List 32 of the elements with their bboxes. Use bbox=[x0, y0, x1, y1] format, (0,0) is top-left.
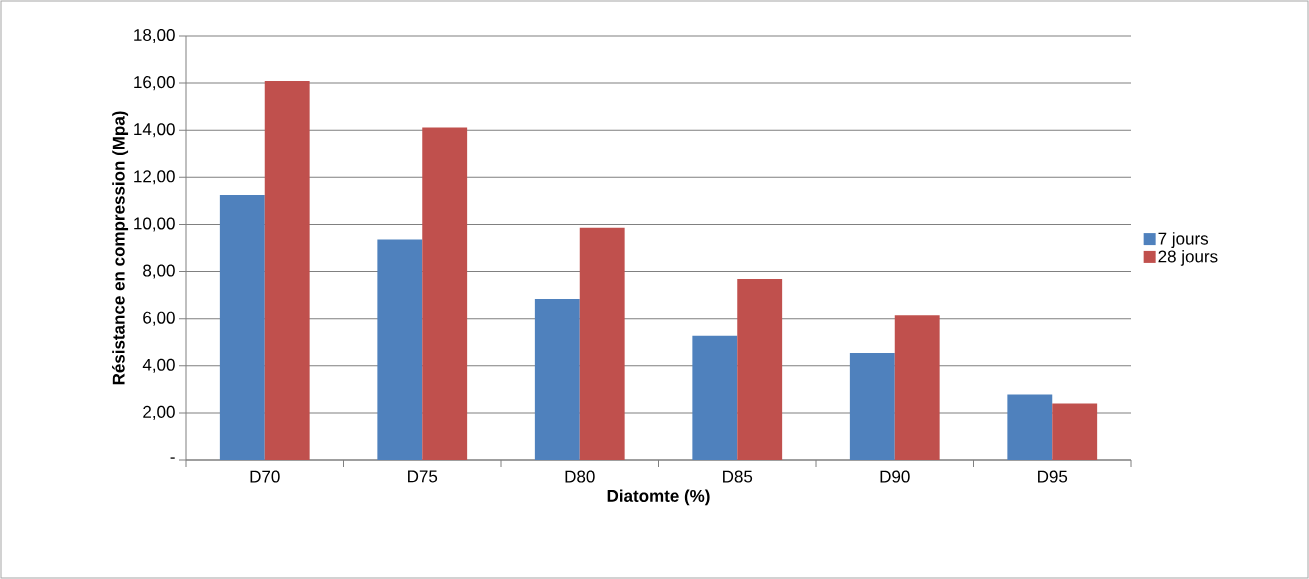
y-tick-label: 14,00 bbox=[134, 123, 175, 138]
legend-label: 28 jours bbox=[1158, 250, 1218, 266]
x-tick-label: D85 bbox=[723, 470, 753, 483]
bar bbox=[534, 298, 580, 460]
bar bbox=[1052, 403, 1098, 460]
bar bbox=[692, 335, 738, 460]
bar bbox=[264, 80, 310, 460]
legend-label: 7 jours bbox=[1158, 232, 1209, 249]
y-tick-label: 10,00 bbox=[134, 217, 175, 232]
y-axis-title: Résistance en compression (Mpa) bbox=[112, 111, 129, 385]
x-tick-label: D90 bbox=[880, 470, 910, 483]
x-axis-title: Diatomte (%) bbox=[607, 489, 710, 506]
y-tick-label: 4,00 bbox=[142, 358, 175, 373]
y-tick-label: 18,00 bbox=[134, 28, 175, 44]
y-tick-label: 8,00 bbox=[143, 264, 175, 279]
y-tick-label: 6,00 bbox=[143, 311, 175, 326]
y-tick-label: - bbox=[170, 457, 175, 459]
x-tick-label: D80 bbox=[565, 470, 595, 483]
bar bbox=[219, 195, 265, 460]
bar bbox=[849, 353, 895, 460]
y-tick-label: 2,00 bbox=[143, 405, 175, 420]
bar bbox=[1007, 394, 1053, 460]
bar bbox=[422, 127, 468, 460]
bar bbox=[737, 279, 783, 460]
x-tick-label: D70 bbox=[250, 470, 280, 483]
y-tick-label: 16,00 bbox=[134, 76, 175, 91]
y-tick-label: 12,00 bbox=[134, 170, 175, 185]
bar bbox=[894, 315, 940, 460]
bar bbox=[579, 227, 625, 460]
bar bbox=[377, 239, 423, 460]
x-tick-label: D75 bbox=[408, 470, 438, 483]
x-tick-label: D95 bbox=[1038, 470, 1068, 483]
